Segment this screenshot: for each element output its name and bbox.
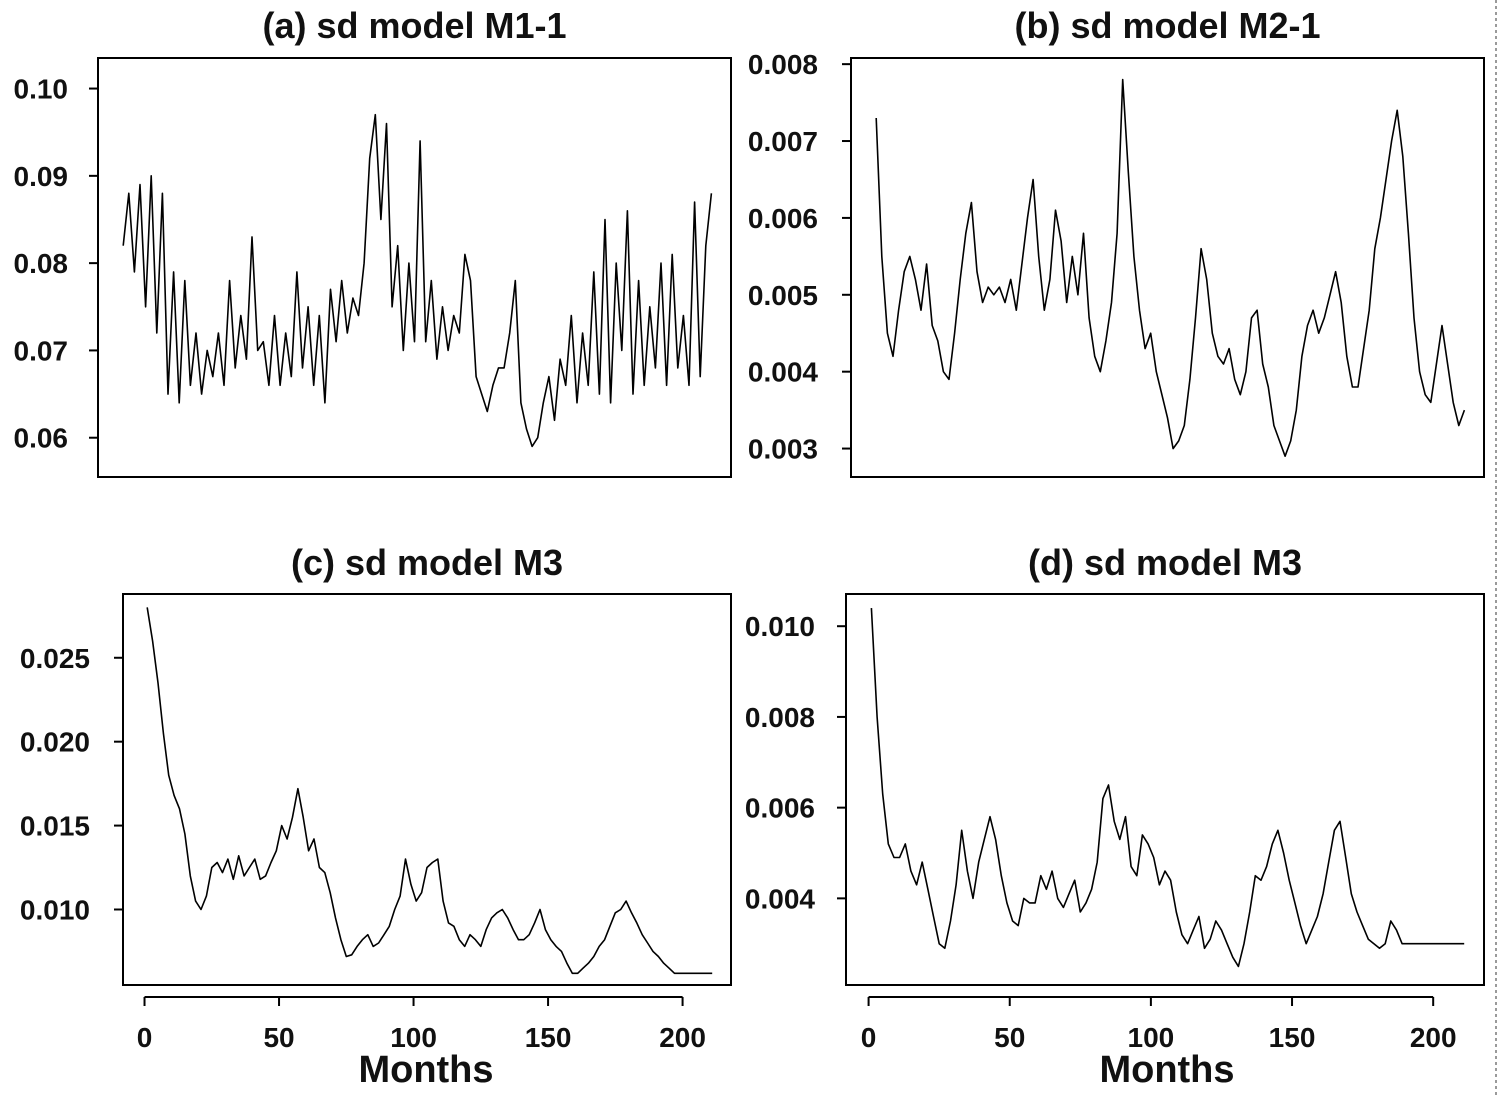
series-line-sd xyxy=(875,78,1466,458)
plot-frame xyxy=(850,57,1485,478)
y-tick-label: 0.007 xyxy=(748,126,818,157)
y-tick-label: 0.09 xyxy=(14,161,69,192)
x-tick-label: 100 xyxy=(390,1022,437,1053)
y-tick-label: 0.005 xyxy=(748,280,818,311)
x-tick-label: 150 xyxy=(525,1022,572,1053)
y-tick-label: 0.006 xyxy=(748,203,818,234)
y-tick-label: 0.004 xyxy=(748,357,818,388)
plot-frame xyxy=(97,57,732,478)
panel-a: (a) sd model M1-1 0.06 0.07 0.08 0.09 0.10 xyxy=(14,5,732,478)
plot-frame xyxy=(122,593,732,986)
y-tick-label: 0.008 xyxy=(748,49,818,80)
x-tick-label: 100 xyxy=(1128,1022,1175,1053)
x-tick-label: 0 xyxy=(861,1022,877,1053)
series-line-sd xyxy=(146,607,713,975)
x-tick-label: 50 xyxy=(263,1022,294,1053)
y-tick-label: 0.025 xyxy=(20,643,90,674)
y-tick-label: 0.08 xyxy=(14,248,69,279)
x-axis-label: Months xyxy=(1099,1049,1234,1091)
x-axis-label: Months xyxy=(358,1049,493,1091)
series-line-sd xyxy=(122,113,713,448)
chart-title: (d) sd model M3 xyxy=(1028,542,1302,583)
y-tick-label: 0.07 xyxy=(14,335,69,366)
y-tick-label: 0.006 xyxy=(745,793,815,824)
y-tick-label: 0.003 xyxy=(748,434,818,465)
panel-c: (c) sd model M3 0.010 0.015 0.020 0.025 0 50 10… xyxy=(20,542,732,1091)
y-tick-label: 0.010 xyxy=(745,611,815,642)
chart-title: (b) sd model M2-1 xyxy=(1014,5,1320,46)
y-tick-label: 0.008 xyxy=(745,702,815,733)
x-tick-label: 50 xyxy=(994,1022,1025,1053)
series-line-sd xyxy=(870,608,1465,968)
y-tick-label: 0.010 xyxy=(20,894,90,925)
plot-frame xyxy=(845,593,1485,986)
y-tick-label: 0.020 xyxy=(20,727,90,758)
y-tick-label: 0.06 xyxy=(14,423,69,454)
chart-title: (c) sd model M3 xyxy=(291,542,563,583)
y-tick-label: 0.10 xyxy=(14,74,69,105)
panel-d: (d) sd model M3 0.004 0.006 0.008 0.010 0 50 10… xyxy=(745,542,1485,1091)
y-tick-label: 0.015 xyxy=(20,811,90,842)
x-tick-label: 200 xyxy=(1410,1022,1457,1053)
panel-b: (b) sd model M2-1 0.003 0.004 0.005 0.006 0.0… xyxy=(748,5,1485,478)
y-tick-label: 0.004 xyxy=(745,883,815,914)
x-tick-label: 200 xyxy=(659,1022,706,1053)
x-tick-label: 150 xyxy=(1269,1022,1316,1053)
x-tick-label: 0 xyxy=(137,1022,153,1053)
chart-title: (a) sd model M1-1 xyxy=(262,5,566,46)
